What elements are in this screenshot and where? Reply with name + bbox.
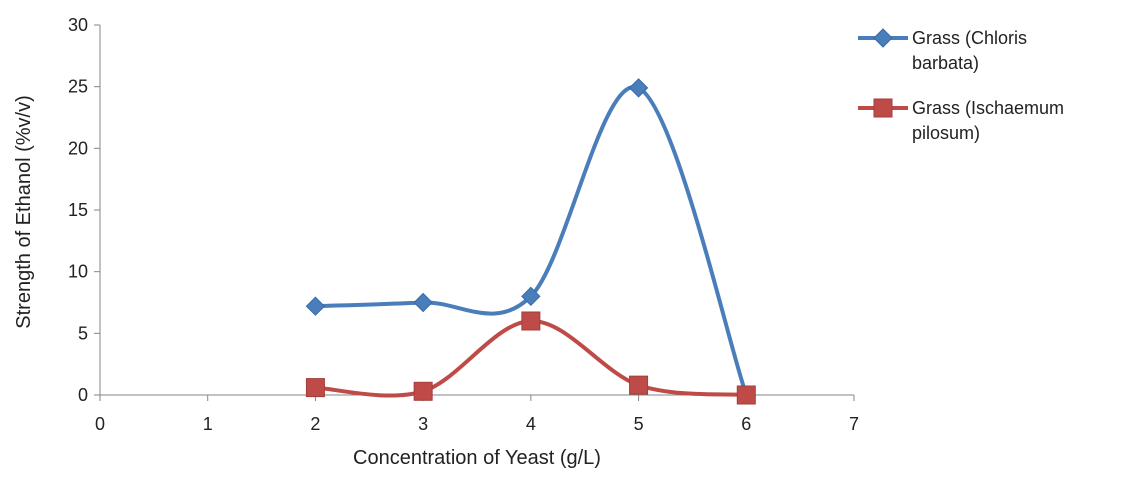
data-point: [413, 292, 433, 313]
y-tick-label: 25: [68, 77, 88, 97]
legend-label: Grass (Chloris: [912, 28, 1027, 48]
y-tick-label: 15: [68, 200, 88, 220]
series-line: [313, 85, 749, 397]
series-line: [313, 318, 749, 398]
y-tick-label: 0: [78, 385, 88, 405]
x-tick-label: 4: [526, 414, 536, 434]
data-point: [629, 375, 649, 395]
series-1: [305, 78, 756, 405]
data-point: [305, 296, 326, 316]
x-tick-label: 5: [634, 414, 644, 434]
data-point: [413, 381, 433, 401]
data-point: [305, 378, 325, 398]
series-layer: [305, 78, 756, 405]
data-point: [628, 78, 649, 98]
legend-label: barbata): [912, 53, 979, 73]
legend-label: pilosum): [912, 123, 980, 143]
x-tick-label: 7: [849, 414, 859, 434]
y-tick-label: 5: [78, 323, 88, 343]
legend-marker: [873, 98, 893, 118]
x-axis-title: Concentration of Yeast (g/L): [353, 447, 601, 469]
legend: Grass (Chloris barbata) Grass (Ischaemum pi…: [858, 28, 1064, 143]
data-point: [521, 286, 541, 307]
x-tick-label: 0: [95, 414, 105, 434]
x-tick-label: 1: [203, 414, 213, 434]
x-tick-label: 3: [418, 414, 428, 434]
x-tick-label: 2: [310, 414, 320, 434]
legend-label: Grass (Ischaemum: [912, 98, 1064, 118]
y-tick-label: 10: [68, 262, 88, 282]
legend-item: Grass (Chloris barbata): [858, 28, 1027, 73]
series-2: [305, 311, 756, 405]
y-tick-label: 20: [68, 138, 88, 158]
data-point: [736, 385, 756, 405]
data-point: [521, 311, 541, 331]
x-tick-label: 6: [741, 414, 751, 434]
legend-item: Grass (Ischaemum pilosum): [858, 98, 1064, 143]
legend-marker: [873, 28, 893, 48]
y-axis-title: Strength of Ethanol (%v/v): [13, 95, 35, 328]
y-tick-label: 30: [68, 15, 88, 35]
